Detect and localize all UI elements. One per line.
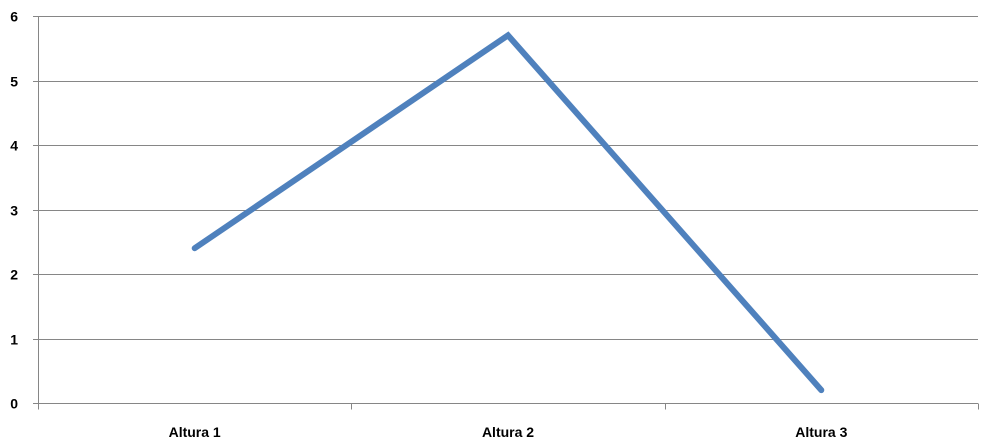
y-tick-label-1: 1 (10, 332, 18, 348)
y-tick-label-4: 4 (10, 138, 18, 154)
y-tick-label-2: 2 (10, 267, 18, 283)
y-tick-label-5: 5 (10, 74, 18, 90)
gridlines (38, 16, 978, 340)
x-tick-label-1: Altura 1 (169, 424, 221, 440)
x-axis-ticks: Altura 1 Altura 2 Altura 3 (38, 403, 979, 440)
y-tick-label-3: 3 (10, 203, 18, 219)
series-layer (191, 31, 825, 394)
x-tick-label-2: Altura 2 (482, 424, 534, 440)
y-tick-label-6: 6 (10, 9, 18, 25)
axes (33, 16, 978, 404)
y-tick-label-0: 0 (10, 396, 18, 412)
series-line-1 (191, 31, 825, 394)
x-tick-label-3: Altura 3 (795, 424, 847, 440)
y-axis-ticks: 0 1 2 3 4 5 6 (10, 9, 38, 412)
